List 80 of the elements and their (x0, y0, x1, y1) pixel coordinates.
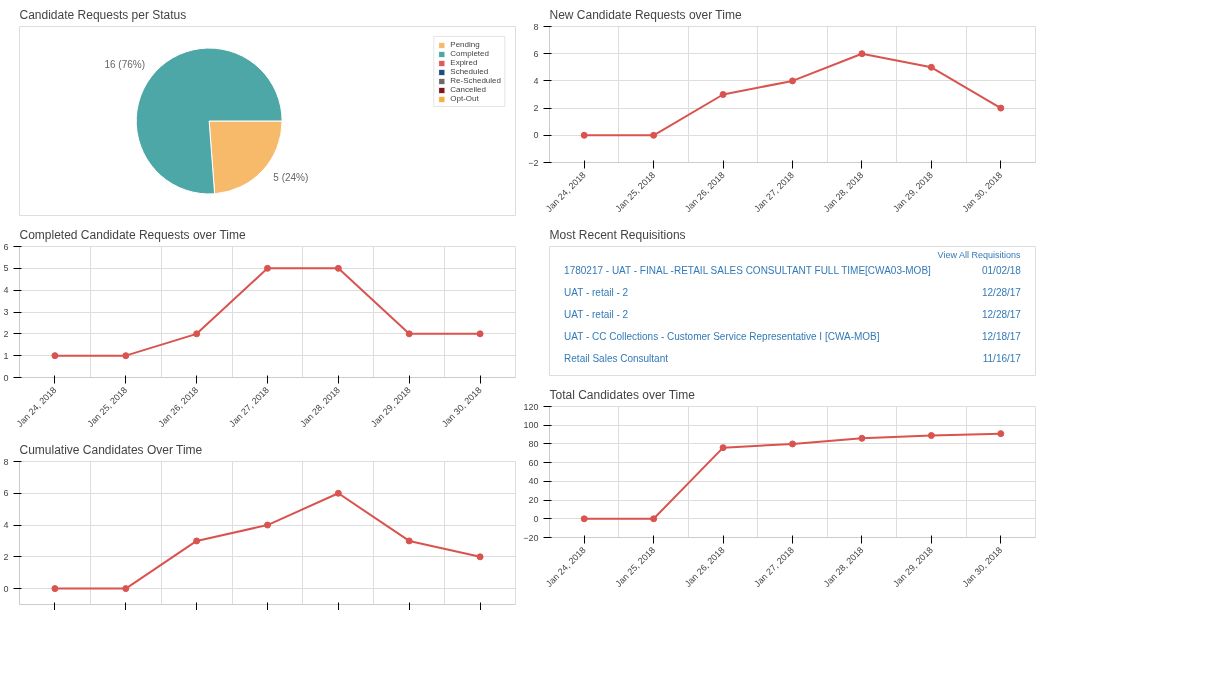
legend-label: Expired (450, 58, 478, 67)
y-tick-label: 80 (528, 438, 539, 449)
y-tick-label: 4 (533, 75, 539, 86)
y-tick-label: 100 (523, 420, 539, 431)
y-tick-label: 60 (528, 457, 539, 468)
chart-title: Completed Candidate Requests over Time (19, 227, 246, 242)
y-tick-label: 6 (3, 241, 9, 252)
chart-title: Total Candidates over Time (549, 387, 696, 402)
point (580, 131, 588, 139)
text: UAT - retail - 2 (564, 308, 629, 320)
text: 12/28/17 (981, 308, 1022, 320)
y-tick-label: 0 (533, 130, 539, 141)
point (264, 521, 271, 529)
point (927, 63, 935, 71)
legend-label: Scheduled (450, 67, 489, 76)
y-tick-label: −2 (528, 157, 539, 168)
text: 12/28/17 (981, 286, 1022, 298)
y-tick-label: 5 (3, 263, 9, 274)
y-tick-label: −20 (523, 532, 539, 543)
y-tick-label: 1 (3, 350, 9, 361)
point (476, 553, 484, 561)
point (264, 264, 271, 272)
text: UAT - CC Collections - Customer Service Representative I [CWA-MOB] (564, 330, 880, 342)
chart-title: Cumulative Candidates Over Time (19, 442, 203, 457)
y-tick-label: 6 (3, 488, 9, 499)
point (789, 77, 796, 85)
y-tick-label: 3 (3, 307, 9, 317)
y-tick-label: 4 (3, 285, 9, 296)
point (476, 330, 484, 338)
legend-label: Re-Scheduled (450, 76, 501, 85)
data-label: 16 (76%) (104, 58, 145, 70)
y-tick-label: 0 (3, 583, 9, 594)
point (858, 50, 866, 58)
text: Retail Sales Consultant (564, 352, 669, 364)
point (650, 131, 658, 139)
point (122, 585, 130, 593)
y-tick-label: 8 (533, 21, 539, 32)
legend-label: Completed (450, 49, 489, 58)
point (719, 91, 727, 98)
point (719, 444, 727, 452)
point (51, 352, 59, 360)
point (997, 104, 1005, 112)
point (122, 352, 130, 360)
text: 1780217 - UAT - FINAL -RETAIL SALES CONSULTANT FULL TIME[CWA03-MOB] (564, 265, 932, 277)
point (405, 537, 413, 545)
point (193, 330, 201, 338)
point (51, 585, 59, 593)
text: 12/18/17 (981, 330, 1022, 342)
point (580, 515, 588, 523)
y-tick-label: 8 (3, 456, 9, 467)
point (193, 537, 201, 545)
legend-label: Opt-Out (450, 94, 479, 103)
data-label: 5 (24%) (273, 172, 309, 184)
y-tick-label: 2 (3, 551, 9, 562)
y-tick-label: 0 (3, 372, 9, 383)
point (927, 432, 935, 439)
point (650, 515, 658, 523)
text: 11/16/17 (982, 352, 1022, 364)
y-tick-label: 4 (3, 520, 9, 531)
y-tick-label: 120 (523, 401, 539, 412)
text: Most Recent Requisitions (549, 227, 686, 242)
y-tick-label: 40 (528, 476, 539, 487)
text: View All Requisitions (937, 250, 1021, 261)
text: UAT - retail - 2 (564, 286, 629, 298)
chart-title: New Candidate Requests over Time (549, 7, 742, 22)
point (405, 330, 413, 338)
legend-label: Cancelled (450, 85, 486, 94)
point (789, 440, 796, 448)
y-tick-label: 6 (533, 48, 539, 59)
text: 01/02/18 (981, 265, 1022, 277)
chart-title: Candidate Requests per Status (19, 7, 187, 22)
point (334, 489, 342, 497)
y-tick-label: 2 (533, 103, 539, 114)
point (858, 434, 866, 442)
y-tick-label: 20 (528, 495, 539, 506)
point (997, 430, 1005, 438)
legend-label: Pending (450, 40, 480, 49)
y-tick-label: 0 (533, 513, 539, 524)
y-tick-label: 2 (3, 328, 9, 339)
point (334, 264, 342, 272)
